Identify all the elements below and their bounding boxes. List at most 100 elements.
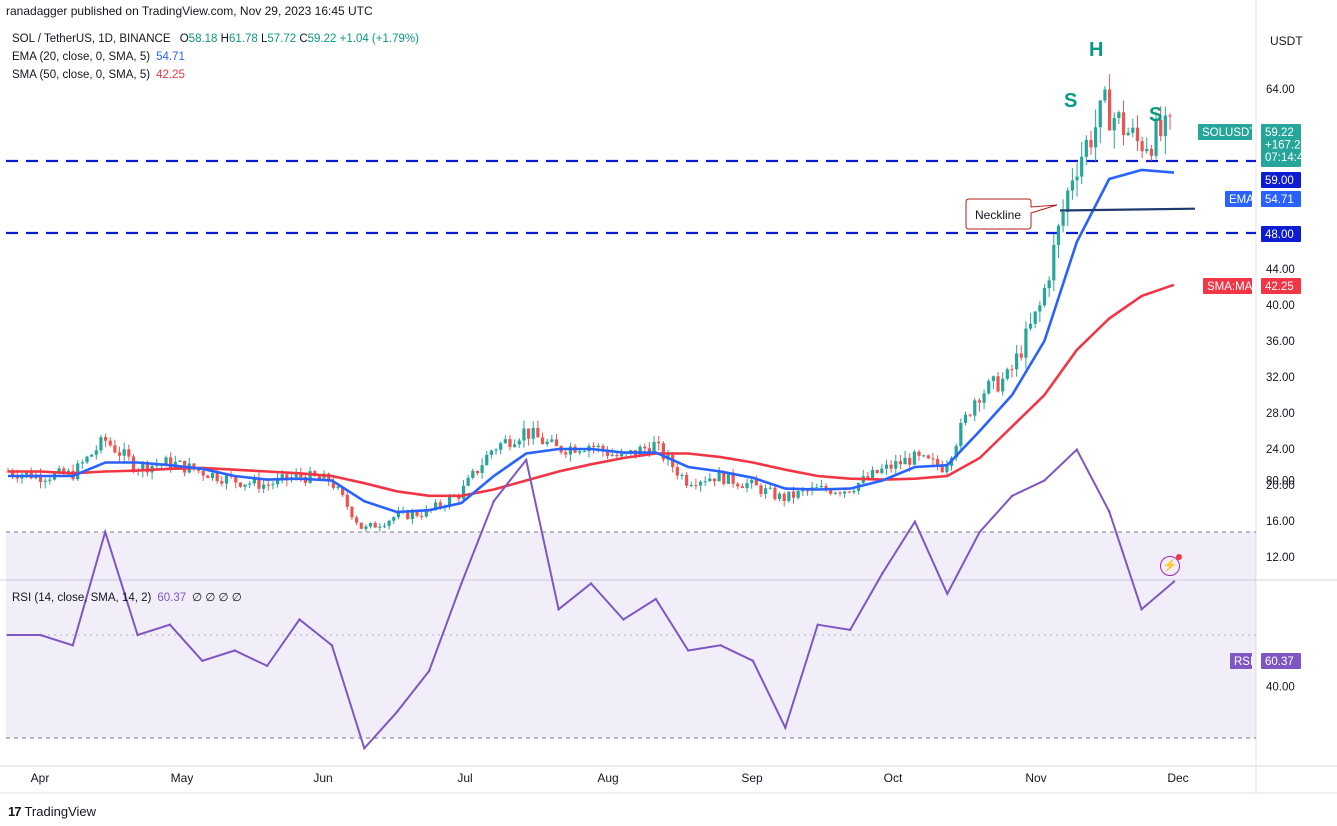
candle-body [517,440,521,445]
ema-legend[interactable]: EMA (20, close, 0, SMA, 5) 54.71 [12,51,185,63]
symbol-title[interactable]: SOL / TetherUS, 1D, BINANCE [12,33,171,45]
candle [1159,106,1163,142]
candle [257,472,261,493]
candle [150,465,154,480]
candle [675,461,679,480]
candle [206,474,210,479]
candle-body [1015,353,1019,370]
axes: 64.00 44.00 40.00 36.00 32.00 28.00 24.00 20.00… [31,34,1304,785]
candle [777,491,782,502]
candle [508,435,512,451]
right-shoulder-label: S [1149,104,1162,126]
candle [252,474,256,487]
candle-body [754,479,758,486]
candle [248,481,252,489]
candle [833,491,837,495]
candle-body [117,452,122,456]
candle [745,478,749,493]
candle-body [643,446,647,449]
rsi-name-badge-bg [1230,653,1252,669]
candle-body [675,467,679,476]
lightning-icon[interactable]: ⚡ [1160,554,1182,576]
price-tick-label: 20.00 [1266,480,1295,492]
candle-body [1001,378,1005,392]
rsi-point [6,633,10,637]
open-label: O [179,33,189,45]
candle [359,522,363,530]
sma-legend-label: SMA (50, close, 0, SMA, 5) [12,69,151,81]
price-tick-label: 64.00 [1266,84,1295,96]
rsi-point [39,633,42,637]
rsi-point [1075,448,1079,451]
sma-legend[interactable]: SMA (50, close, 0, SMA, 5) 42.25 [12,69,185,81]
candle-body [94,450,98,455]
rsi-legend[interactable]: RSI (14, close, SMA, 14, 2) 60.37 ∅ ∅ ∅ ∅ [12,590,242,604]
sma-name-badge: SMA:MA [1203,278,1253,294]
candle [977,398,982,412]
rsi-point [1043,479,1046,482]
candle [754,475,758,486]
rsi-tick-label: 80.00 [1266,476,1295,488]
candle-body [1033,311,1037,324]
candle-body [331,481,335,488]
candle-body [1149,148,1154,156]
candle [164,455,168,465]
rsi-point [525,458,528,462]
candle-body [471,470,475,478]
candle [20,472,24,484]
candle-body [1159,119,1163,137]
candle [1094,109,1098,162]
candle-body [1117,112,1121,118]
candle-body [234,476,238,483]
candle [661,441,665,463]
candle [587,443,591,458]
candle [926,454,930,460]
candle-body [494,449,498,451]
candle-body [963,414,968,423]
candle-body [24,471,29,475]
candle [680,472,684,480]
level-bottom-badge-text: 48.00 [1265,229,1294,241]
candle [717,467,721,482]
candle [104,433,108,448]
rsi-point [589,582,593,585]
candle-body [582,451,586,453]
candle-body [698,481,703,486]
tradingview-logo[interactable]: 17 TradingView [8,804,96,819]
price-tick-label: 12.00 [1266,552,1295,564]
candle [1070,168,1074,200]
candle-body [466,477,470,486]
candle-body [982,393,986,403]
candle [759,483,763,498]
candle-body [275,478,280,485]
candle-body [954,445,958,458]
rsi-legend-label: RSI (14, close, SMA, 14, 2) [12,592,152,604]
neckline-label: Neckline [975,208,1021,222]
last-price-badge-text: 59.22 [1265,127,1294,139]
candle-body [1121,112,1126,136]
candle [187,457,191,474]
candle-body [262,484,266,489]
candle [1112,112,1116,149]
annotations: Neckline S H S [965,39,1196,230]
rsi-point [816,623,819,626]
candle-body [327,473,331,482]
last-price-badge: 59.22+167.24%07:14:45 [1261,124,1317,167]
candle-body [480,465,484,474]
candle-body [62,468,66,475]
candle [1061,199,1065,233]
candle [1117,110,1121,124]
rsi-point [784,726,787,729]
candle-body [1145,148,1149,152]
candle [1084,135,1088,165]
candle [48,476,52,485]
candle-body [578,451,582,453]
candle-body [708,478,712,482]
candle [838,490,842,497]
candle-body [238,482,242,487]
candle-body [392,517,396,521]
rsi-point [427,669,431,673]
rsi-name-badge-text: RSI [1234,656,1253,668]
candle [568,442,573,462]
